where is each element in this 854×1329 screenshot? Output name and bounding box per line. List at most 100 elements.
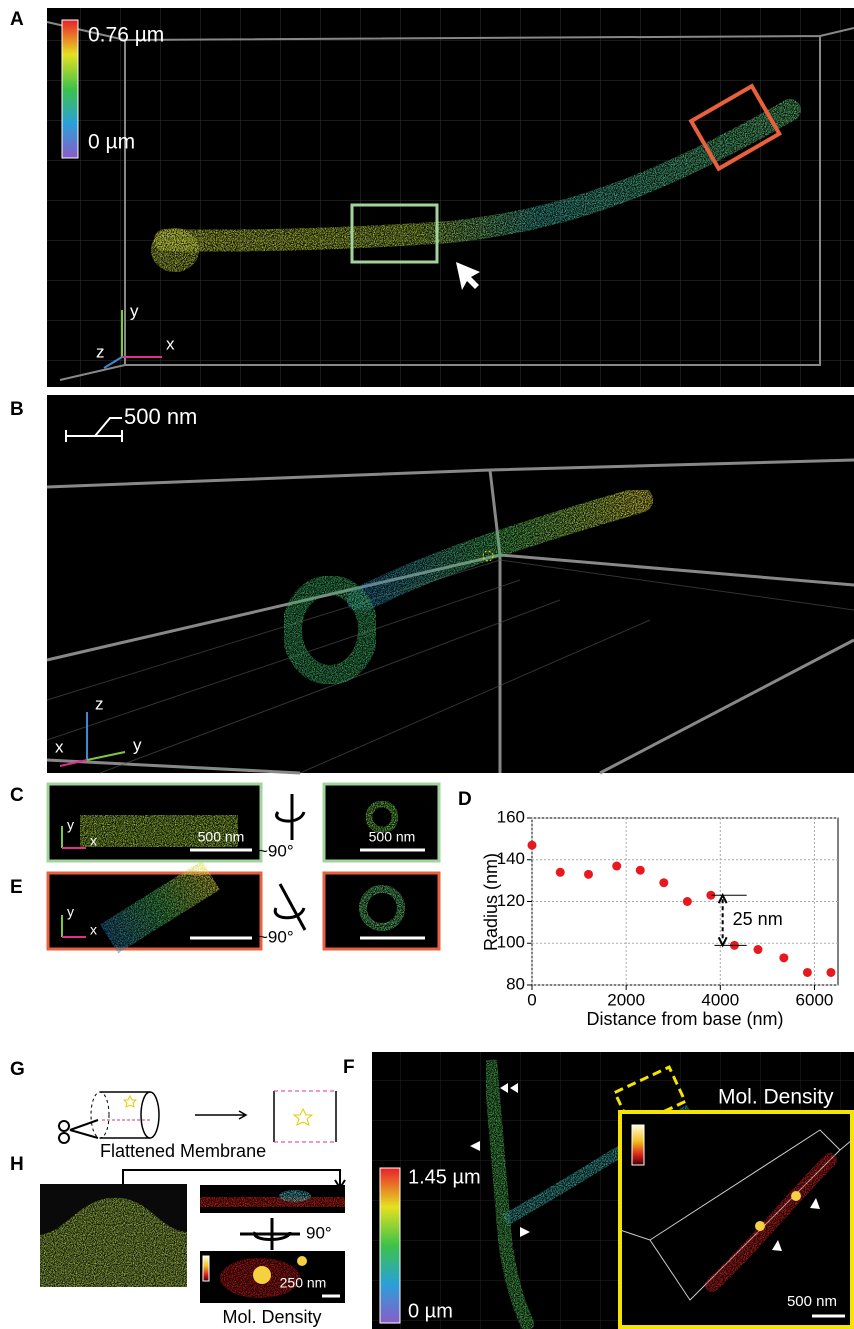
colorbar — [202, 1255, 210, 1282]
axis-label: z — [95, 694, 104, 713]
scissors-icon — [58, 1119, 99, 1144]
panel-c: C ~90° y x 500 nm 500 nm — [10, 782, 441, 863]
grid-overlay — [47, 8, 854, 387]
scale-bar-label: 500 nm — [198, 829, 245, 845]
scale-bar-label: 500 nm — [369, 829, 416, 845]
axis-label: x — [90, 922, 97, 938]
density-hotspot — [297, 1256, 307, 1266]
flat-membrane — [274, 1090, 336, 1143]
colorbar-max: 1.45 µm — [408, 1166, 481, 1188]
scale-bar-label: 250 nm — [280, 1275, 327, 1291]
density-hotspot — [791, 1191, 801, 1201]
data-point — [635, 865, 645, 875]
bounding-box — [46, 21, 854, 381]
filament-segment — [100, 860, 220, 954]
panel-label: A — [10, 9, 24, 30]
axis-label: x — [90, 833, 97, 849]
star — [122, 1094, 138, 1108]
arrow — [195, 1110, 248, 1120]
membrane-bump — [279, 1190, 311, 1202]
y-tick-label: 120 — [497, 891, 525, 910]
filament — [154, 99, 801, 252]
membrane-surface — [40, 1197, 187, 1287]
y-tick-label: 80 — [506, 974, 525, 993]
rotation-icon — [273, 883, 307, 931]
filament-segment — [80, 815, 238, 847]
star — [292, 1107, 314, 1126]
y-tick-label: 100 — [497, 933, 525, 952]
panel-label: D — [458, 789, 472, 810]
y-tick-label: 140 — [497, 849, 525, 868]
scale-bar — [65, 417, 123, 442]
x-tick-label: 2000 — [607, 990, 645, 1009]
density-filament — [705, 1153, 837, 1292]
axis-label: y — [130, 301, 139, 320]
rotation-label: 90° — [306, 1223, 332, 1242]
rotation-label: ~90° — [258, 927, 294, 946]
scale-bar-label: 500 nm — [124, 404, 197, 429]
panel-label: E — [10, 877, 23, 898]
image — [322, 782, 441, 863]
colorbar-min: 0 µm — [88, 131, 135, 154]
scale-bar-label: 500 nm — [787, 1293, 837, 1310]
image-background — [47, 395, 854, 773]
axis-label: x — [55, 737, 64, 756]
panel-d: D Distance from base (nm) Radius (nm) 80… — [458, 789, 839, 1029]
rotation-icon — [275, 794, 306, 840]
filament-base — [151, 228, 199, 272]
axis-label: y — [67, 904, 74, 920]
data-point — [612, 861, 622, 871]
caption: Flattened Membrane — [100, 1141, 266, 1161]
inset-title: Mol. Density — [718, 1086, 834, 1109]
data-point — [682, 897, 692, 906]
pointer-arrow — [456, 262, 480, 290]
panel-h: H 90° 250 nm Mol. Density — [10, 1154, 345, 1327]
flat-membrane — [273, 1091, 337, 1142]
rotation-icon — [240, 1218, 300, 1250]
data-point — [583, 869, 593, 879]
colorbar — [379, 1167, 401, 1324]
filament-ring — [282, 575, 378, 685]
colorbar — [631, 1124, 645, 1166]
roi-box — [688, 83, 783, 172]
data-point — [802, 967, 812, 977]
rotation-label: ~90° — [258, 841, 294, 860]
panel-f: F 1.45 µm 0 µm Mol. Density 500 nm — [343, 1052, 854, 1329]
cross-section — [365, 800, 399, 834]
y-axis-title: Radius (nm) — [481, 853, 501, 951]
panel-label: H — [10, 1154, 24, 1175]
x-tick-label: 6000 — [796, 990, 834, 1009]
density-hotspot — [755, 1221, 765, 1231]
data-point — [555, 867, 565, 877]
colorbar-max: 0.76 µm — [88, 24, 164, 47]
axis-arrow — [59, 759, 88, 767]
data-point — [753, 945, 763, 955]
axis-arrow — [86, 751, 126, 761]
filament — [347, 487, 653, 613]
panel-label: B — [10, 399, 24, 420]
panel-g: G Flattened Membrane — [10, 1059, 346, 1198]
data-point — [826, 967, 836, 977]
panel-label: G — [10, 1059, 25, 1080]
axis-label: y — [133, 735, 142, 754]
axis-arrow — [103, 356, 123, 369]
axis-label: z — [96, 342, 105, 361]
annotation-label: 25 nm — [733, 909, 783, 929]
colorbar-min: 0 µm — [408, 1300, 453, 1322]
inset-box — [619, 1129, 853, 1301]
x-axis-title: Distance from base (nm) — [586, 1009, 783, 1029]
y-tick-label: 160 — [497, 807, 525, 826]
panel-b: B 500 nm z x y — [10, 395, 854, 775]
x-tick-label: 0 — [527, 990, 536, 1009]
axis-label: x — [166, 334, 175, 353]
data-point — [659, 878, 669, 888]
panel-label: F — [343, 1057, 355, 1078]
inset — [618, 1110, 854, 1329]
cross-section — [359, 885, 405, 931]
panel-a: A 0.76 µm 0 µm y z x — [10, 8, 854, 387]
grid-line — [46, 559, 854, 774]
panel-e: E ~90° y x — [10, 860, 441, 954]
cylinder — [90, 1091, 110, 1139]
